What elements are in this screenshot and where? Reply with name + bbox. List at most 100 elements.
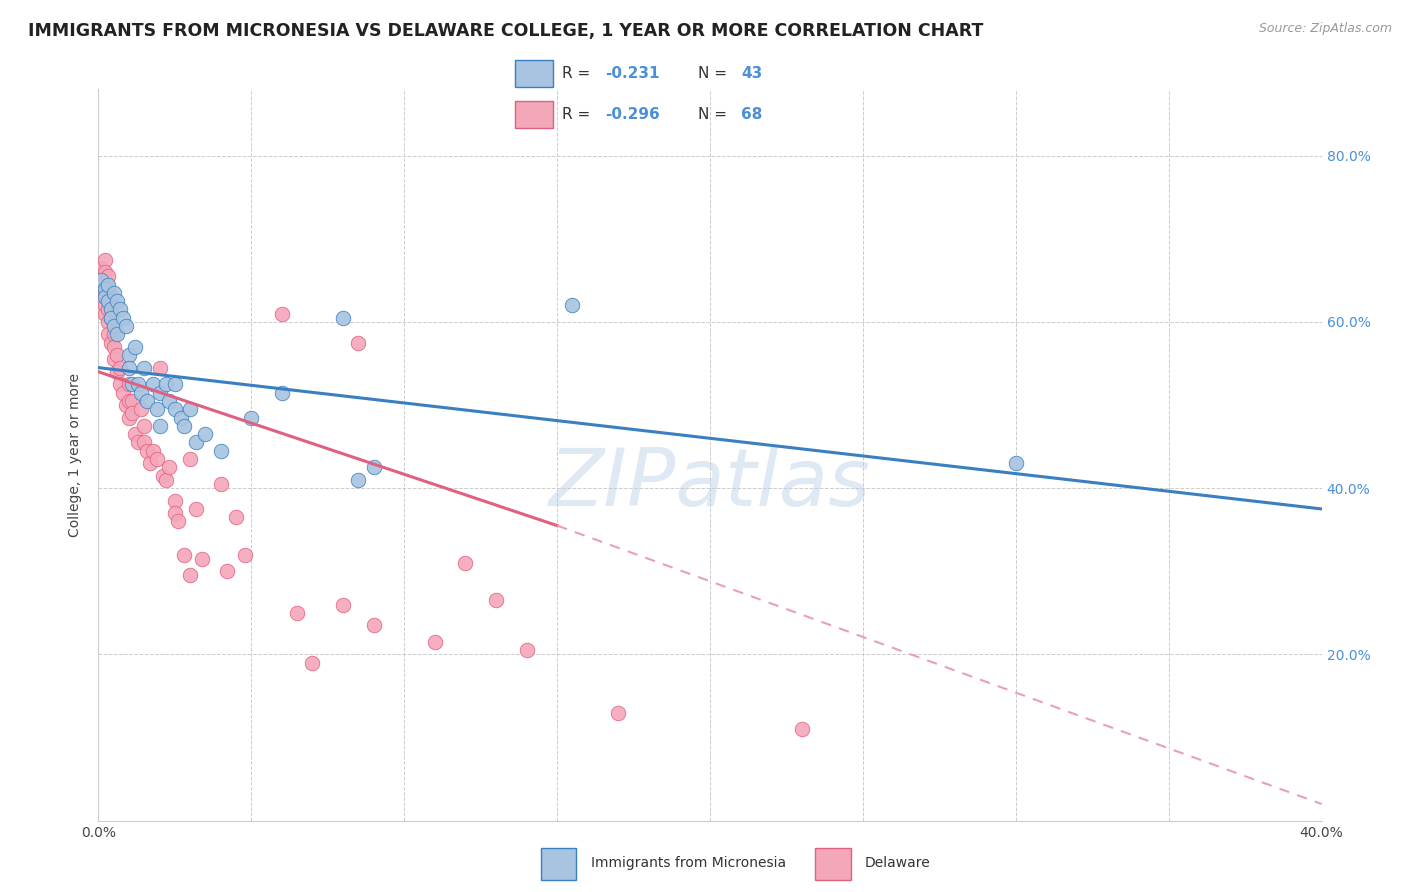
Point [97, 302, 120, 317]
Point [157, 393, 180, 408]
Point [90, 285, 112, 300]
Point [170, 410, 193, 425]
Text: Source: ZipAtlas.com: Source: ZipAtlas.com [1258, 22, 1392, 36]
Point [163, 402, 186, 417]
Point [270, 307, 292, 321]
Point [93, 290, 115, 304]
Point [332, 598, 354, 612]
Point [145, 452, 167, 467]
Point [561, 298, 583, 312]
Point [127, 435, 149, 450]
Point [105, 294, 128, 309]
Point [209, 477, 232, 491]
Bar [541, 848, 576, 880]
Point [194, 427, 217, 442]
Point [100, 335, 122, 350]
Bar [516, 60, 553, 87]
Point [155, 377, 177, 392]
Text: -0.296: -0.296 [605, 107, 659, 121]
Point [155, 473, 177, 487]
Point [209, 443, 232, 458]
Point [118, 360, 141, 375]
Point [100, 302, 122, 317]
Point [90, 269, 112, 284]
Point [93, 282, 115, 296]
Point [347, 473, 370, 487]
Point [454, 556, 477, 570]
Point [149, 360, 172, 375]
Point [134, 418, 156, 433]
Point [118, 348, 141, 362]
Point [347, 335, 370, 350]
Point [124, 340, 146, 354]
Text: 43: 43 [741, 66, 762, 80]
Point [129, 402, 152, 417]
Point [186, 502, 208, 516]
Point [607, 706, 630, 720]
Point [118, 410, 141, 425]
Bar [516, 101, 553, 128]
Point [93, 285, 115, 300]
Point [93, 252, 115, 267]
Text: -0.231: -0.231 [605, 66, 659, 80]
Point [363, 618, 385, 632]
Text: R =: R = [562, 107, 595, 121]
Text: R =: R = [562, 66, 595, 80]
Point [93, 298, 115, 312]
Point [111, 385, 134, 400]
Point [134, 435, 156, 450]
Point [93, 265, 115, 279]
Point [142, 443, 165, 458]
Point [149, 385, 172, 400]
Point [167, 515, 190, 529]
Point [149, 418, 172, 433]
Point [97, 294, 120, 309]
Point [118, 377, 141, 392]
Point [90, 273, 112, 287]
Point [270, 385, 292, 400]
Point [108, 360, 131, 375]
Point [173, 548, 195, 562]
Point [191, 551, 214, 566]
Point [121, 377, 143, 392]
Point [134, 360, 156, 375]
Point [163, 377, 186, 392]
Point [97, 277, 120, 292]
Point [215, 564, 238, 578]
Point [100, 310, 122, 325]
Point [103, 285, 125, 300]
Point [103, 319, 125, 334]
Point [225, 510, 247, 524]
Text: Delaware: Delaware [865, 856, 931, 870]
Text: N =: N = [697, 107, 731, 121]
Point [105, 327, 128, 342]
Text: N =: N = [697, 66, 731, 80]
Point [179, 452, 201, 467]
Point [179, 402, 201, 417]
Point [139, 456, 162, 470]
Point [97, 282, 120, 296]
Point [105, 348, 128, 362]
Point [121, 393, 143, 408]
Point [115, 319, 138, 334]
Point [118, 393, 141, 408]
Point [100, 290, 122, 304]
Text: IMMIGRANTS FROM MICRONESIA VS DELAWARE COLLEGE, 1 YEAR OR MORE CORRELATION CHART: IMMIGRANTS FROM MICRONESIA VS DELAWARE C… [28, 22, 983, 40]
Point [108, 377, 131, 392]
Point [163, 506, 186, 520]
Point [105, 365, 128, 379]
Point [332, 310, 354, 325]
Point [115, 398, 138, 412]
Point [186, 435, 208, 450]
Point [233, 548, 256, 562]
Point [516, 643, 538, 657]
Point [103, 327, 125, 342]
Point [129, 385, 152, 400]
Point [285, 606, 308, 620]
Point [121, 406, 143, 420]
Point [152, 468, 174, 483]
Point [301, 656, 323, 670]
Bar [815, 848, 851, 880]
Point [423, 635, 446, 649]
Point [111, 310, 134, 325]
